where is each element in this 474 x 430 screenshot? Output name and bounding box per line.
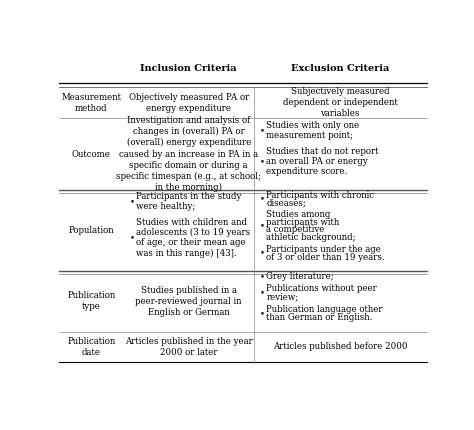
Text: Objectively measured PA or
energy expenditure: Objectively measured PA or energy expend… — [128, 93, 249, 113]
Text: •: • — [260, 126, 265, 135]
Text: Population: Population — [69, 226, 114, 235]
Text: Investigation and analysis of
changes in (overall) PA or
(overall) energy expend: Investigation and analysis of changes in… — [116, 116, 261, 192]
Text: •: • — [260, 272, 265, 281]
Text: Participants under the age: Participants under the age — [266, 245, 381, 254]
Text: a competitive: a competitive — [266, 225, 325, 234]
Text: Exclusion Criteria: Exclusion Criteria — [291, 64, 390, 73]
Text: Grey literature;: Grey literature; — [266, 272, 334, 281]
Text: •: • — [260, 309, 265, 318]
Text: Articles published in the year
2000 or later: Articles published in the year 2000 or l… — [125, 337, 253, 357]
Text: •: • — [260, 194, 265, 203]
Text: Articles published before 2000: Articles published before 2000 — [273, 342, 408, 351]
Text: adolescents (3 to 19 years: adolescents (3 to 19 years — [136, 228, 250, 237]
Text: •: • — [260, 157, 265, 166]
Text: Participants with chronic: Participants with chronic — [266, 190, 374, 200]
Text: •: • — [129, 197, 135, 206]
Text: was in this range) [43].: was in this range) [43]. — [136, 249, 237, 258]
Text: Publication
date: Publication date — [67, 337, 116, 357]
Text: Studies published in a
peer-reviewed journal in
English or German: Studies published in a peer-reviewed jou… — [136, 286, 242, 317]
Text: Subjectively measured
dependent or independent
variables: Subjectively measured dependent or indep… — [283, 87, 398, 118]
Text: •: • — [129, 233, 135, 243]
Text: Outcome: Outcome — [72, 150, 111, 159]
Text: •: • — [260, 249, 265, 258]
Text: Studies with only one: Studies with only one — [266, 121, 360, 130]
Text: Publication
type: Publication type — [67, 292, 116, 311]
Text: •: • — [260, 289, 265, 298]
Text: Inclusion Criteria: Inclusion Criteria — [140, 64, 237, 73]
Text: athletic background;: athletic background; — [266, 233, 356, 242]
Text: of age, or their mean age: of age, or their mean age — [136, 238, 246, 247]
Text: participants with: participants with — [266, 218, 340, 227]
Text: expenditure score.: expenditure score. — [266, 167, 348, 176]
Text: Studies with children and: Studies with children and — [136, 218, 247, 227]
Text: an overall PA or energy: an overall PA or energy — [266, 157, 368, 166]
Text: measurement point;: measurement point; — [266, 131, 354, 140]
Text: diseases;: diseases; — [266, 198, 306, 207]
Text: Participants in the study: Participants in the study — [136, 192, 241, 201]
Text: were healthy;: were healthy; — [136, 203, 195, 212]
Text: than German or English.: than German or English. — [266, 313, 373, 322]
Text: review;: review; — [266, 292, 299, 301]
Text: •: • — [260, 221, 265, 230]
Text: of 3 or older than 19 years.: of 3 or older than 19 years. — [266, 252, 385, 261]
Text: Publications without peer: Publications without peer — [266, 284, 377, 293]
Text: Studies that do not report: Studies that do not report — [266, 147, 379, 156]
Text: Measurement
method: Measurement method — [62, 93, 121, 113]
Text: Publication language other: Publication language other — [266, 305, 383, 314]
Text: Studies among: Studies among — [266, 210, 331, 219]
